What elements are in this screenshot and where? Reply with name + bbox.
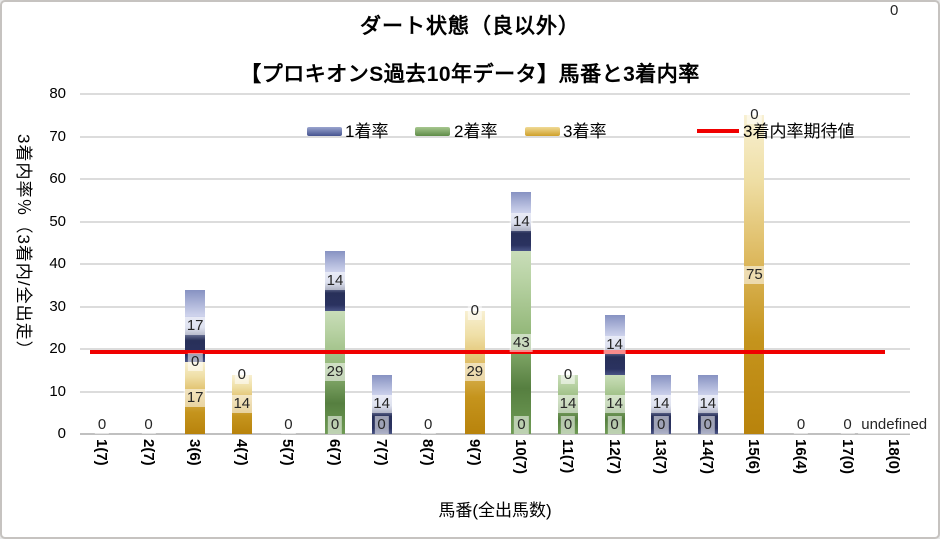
legend-label-first: 1着率: [345, 122, 389, 141]
expected-value-line: [90, 349, 885, 354]
y-tick-label: 50: [49, 212, 66, 230]
data-label: 17: [183, 388, 207, 407]
x-tick-label: 4(7): [232, 439, 250, 466]
y-tick-label: 30: [49, 297, 66, 315]
data-label: 0: [467, 301, 482, 320]
legend-expected-line-sample: [697, 129, 739, 133]
x-tick-label: 6(7): [326, 439, 343, 466]
data-label: 0: [188, 352, 203, 371]
y-tick-label: 0: [57, 425, 66, 442]
chart-title: ダート状態（良以外）: [360, 15, 580, 38]
x-tick-label: 18(0): [885, 439, 903, 475]
legend-label-second: 2着率: [454, 122, 498, 141]
x-tick-label: 12(7): [605, 439, 623, 475]
data-label: 0: [234, 365, 249, 384]
data-label: 0: [793, 416, 809, 434]
data-label: 29: [463, 363, 487, 382]
y-tick-label: 70: [49, 127, 66, 145]
x-tick-label: 15(6): [745, 439, 763, 475]
data-label: 14: [603, 335, 626, 354]
gridline: [80, 263, 910, 265]
y-tick-label: 10: [49, 382, 66, 400]
data-label: 0: [141, 416, 156, 434]
data-label: 0: [560, 365, 576, 384]
x-tick-label: 13(7): [652, 439, 670, 475]
data-label: 0: [654, 416, 669, 434]
x-tick-label: 3(6): [186, 439, 204, 466]
data-label: 0: [421, 416, 436, 434]
data-label: 17: [183, 316, 207, 335]
data-label: 0: [281, 416, 296, 434]
data-label: 0: [94, 416, 110, 434]
x-axis-title: 馬番(全出馬数): [438, 501, 552, 520]
y-tick-label: 40: [49, 255, 66, 272]
data-label: 0: [607, 416, 622, 434]
legend-label-third: 3着率: [563, 122, 607, 141]
gridline: [80, 220, 910, 223]
data-label: 0: [887, 2, 902, 20]
data-label: 0: [374, 416, 389, 434]
gridline: [80, 305, 910, 308]
y-tick-label: 60: [49, 170, 66, 187]
data-label: 14: [696, 395, 720, 414]
x-tick-label: 14(7): [698, 439, 716, 475]
legend-swatch-first: [307, 127, 342, 136]
data-label: 14: [370, 395, 393, 414]
data-label: 14: [323, 272, 347, 290]
data-label: 0: [327, 416, 343, 434]
data-label: 43: [510, 333, 533, 352]
x-tick-label: 5(7): [279, 439, 297, 466]
gridline: [80, 135, 910, 138]
data-label: 14: [230, 395, 254, 414]
x-tick-label: 17(0): [838, 439, 856, 475]
data-label: 0: [840, 416, 855, 434]
data-label: 0: [747, 106, 762, 125]
data-label: 0: [514, 416, 529, 434]
gridline: [80, 348, 910, 350]
data-label: undefined: [858, 416, 931, 434]
data-label: 29: [323, 363, 347, 382]
x-tick-label: 11(7): [559, 439, 576, 474]
chart-subtitle: 【プロキオンS過去10年データ】馬番と3着内率: [240, 63, 700, 86]
data-label: 0: [700, 416, 715, 434]
data-label: 14: [510, 212, 533, 231]
x-tick-label: 10(7): [512, 439, 530, 475]
data-label: 0: [560, 416, 576, 434]
data-label: 75: [743, 265, 766, 284]
x-axis-line: [80, 433, 910, 435]
gridline: [80, 390, 910, 393]
legend-swatch-third: [525, 127, 560, 136]
gridline: [80, 93, 910, 95]
x-tick-label: 1(7): [93, 439, 110, 466]
x-tick-label: 16(4): [792, 439, 809, 475]
x-tick-label: 8(7): [419, 439, 437, 466]
data-label: 14: [603, 395, 626, 414]
data-label: 14: [556, 395, 580, 414]
legend-label-expected-line: 3着内率期待値: [743, 122, 855, 141]
data-label: 14: [649, 395, 673, 414]
x-tick-label: 2(7): [139, 439, 157, 466]
gridline: [80, 178, 910, 180]
y-tick-label: 80: [49, 85, 66, 102]
legend-swatch-second: [415, 127, 450, 136]
x-tick-label: 9(7): [465, 439, 483, 466]
y-tick-label: 20: [49, 340, 66, 357]
x-tick-label: 7(7): [372, 439, 390, 466]
